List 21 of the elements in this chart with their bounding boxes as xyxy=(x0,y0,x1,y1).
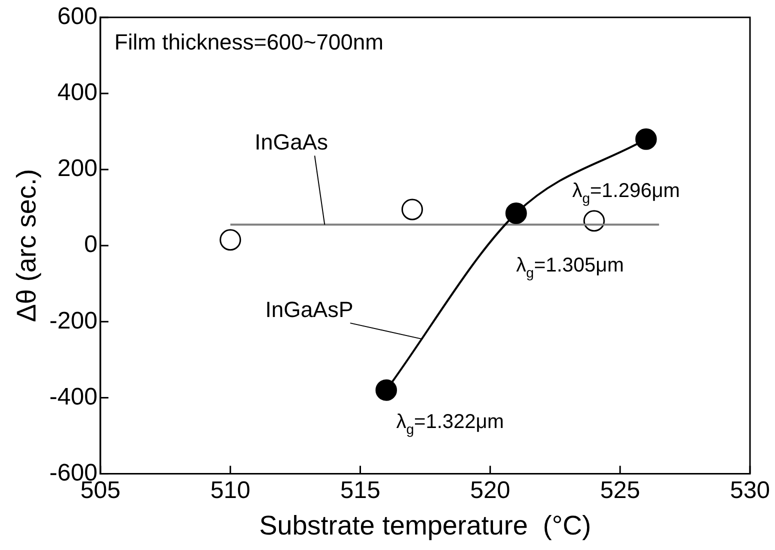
y-tick-label: 400 xyxy=(57,79,98,106)
x-tick-label: 520 xyxy=(470,476,510,504)
y-tick-label: -200 xyxy=(49,307,98,334)
point xyxy=(375,379,397,401)
x-tick-label: 515 xyxy=(340,476,380,504)
y-tick-label: 200 xyxy=(57,155,98,182)
point xyxy=(505,202,527,224)
point xyxy=(401,198,423,220)
point xyxy=(635,128,657,150)
y-axis-title: Δθ (arc sec.) xyxy=(12,169,42,322)
annotation: Film thickness=600~700nm xyxy=(114,29,384,54)
text: InGaAs xyxy=(254,130,328,155)
x-axis-title: Substrate temperature (°C) xyxy=(259,510,592,540)
x-tick-label: 530 xyxy=(730,476,770,504)
text: InGaAsP xyxy=(265,297,354,322)
x-tick-label: 510 xyxy=(210,476,250,504)
y-tick-label: 600 xyxy=(57,3,98,30)
x-tick-label: 525 xyxy=(600,476,640,504)
y-tick-label: -400 xyxy=(49,383,98,410)
point xyxy=(220,229,242,251)
y-tick-label: 0 xyxy=(84,231,98,258)
